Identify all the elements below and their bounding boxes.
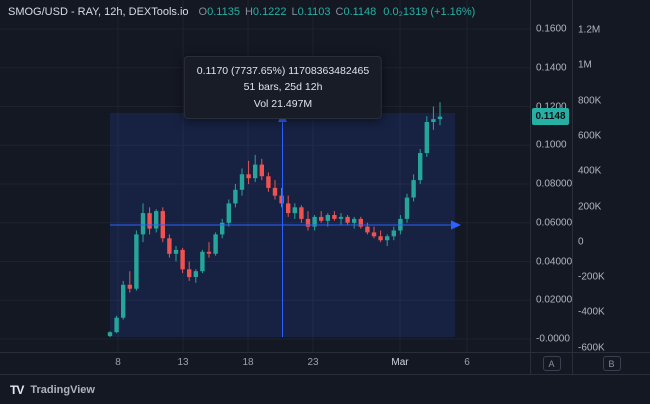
high-value: 0.1222 bbox=[252, 6, 287, 18]
measure-volume: Vol 21.497M bbox=[253, 97, 313, 110]
price-tick: 0.1600 bbox=[536, 23, 567, 35]
time-axis[interactable]: 8 13 18 23 Mar 6 bbox=[0, 353, 531, 374]
time-tick: 6 bbox=[464, 357, 470, 368]
price-tick: 0.06000 bbox=[536, 217, 573, 229]
time-axis-row: 8 13 18 23 Mar 6 A B bbox=[0, 352, 650, 374]
low-label: L bbox=[291, 6, 298, 18]
volume-tick: -600K bbox=[578, 342, 605, 354]
price-tick: 0.1200 bbox=[536, 101, 567, 112]
price-scale[interactable]: 0.1148 0.1600 0.1400 0.1200 0.1000 0.08000 0.… bbox=[531, 0, 573, 352]
volume-tick: 200K bbox=[578, 201, 602, 212]
time-tick: 18 bbox=[242, 357, 254, 368]
chart-legend: SMOG/USD - RAY, 12h, DEXTools.io O0.1135 H… bbox=[8, 6, 475, 18]
price-tick: 0.1400 bbox=[536, 62, 567, 74]
measure-price-change: 0.1170 (7737.65%) 11708363482465 bbox=[196, 65, 370, 77]
change-value: 0.0₂1319 (+1.16%) bbox=[383, 6, 476, 18]
scale-b-button[interactable]: B bbox=[602, 356, 621, 371]
low-value: 0.1103 bbox=[297, 6, 331, 18]
high-label: H bbox=[244, 6, 253, 18]
scale-a-button[interactable]: A bbox=[542, 356, 561, 371]
candlestick-chart[interactable] bbox=[0, 0, 530, 352]
volume-tick: 0 bbox=[578, 236, 584, 248]
volume-scale[interactable]: 1.2M 1M 800K 600K 400K 200K 0 -200K -400K -600K bbox=[573, 0, 650, 354]
chart-pane[interactable]: SMOG/USD - RAY, 12h, DEXTools.io O0.1135 H… bbox=[0, 0, 531, 352]
volume-tick: 1.2M bbox=[578, 24, 601, 36]
time-tick: 8 bbox=[115, 357, 121, 368]
price-tick: -0.0000 bbox=[536, 333, 570, 345]
open-label: O bbox=[198, 6, 208, 18]
time-tick: 13 bbox=[177, 357, 189, 368]
price-tick: 0.1000 bbox=[536, 139, 567, 151]
price-tick: 0.02000 bbox=[536, 294, 573, 306]
measure-bars-duration: 51 bars, 25d 12h bbox=[243, 81, 323, 94]
close-value: 0.1148 bbox=[343, 6, 377, 18]
volume-tick: 600K bbox=[578, 130, 602, 142]
measure-tooltip: 0.1170 (7737.65%) 11708363482465 51 bars… bbox=[183, 56, 383, 119]
volume-tick: 800K bbox=[578, 95, 602, 107]
time-tick: 23 bbox=[307, 357, 319, 368]
volume-tick: -200K bbox=[578, 271, 605, 283]
symbol-title[interactable]: SMOG/USD - RAY, 12h, DEXTools.io bbox=[8, 6, 189, 18]
footer-bar: TV TradingView bbox=[0, 374, 650, 404]
open-value: 0.1135 bbox=[207, 6, 240, 18]
chart-row: SMOG/USD - RAY, 12h, DEXTools.io O0.1135 H… bbox=[0, 0, 650, 354]
volume-tick: -400K bbox=[578, 306, 605, 318]
volume-tick: 400K bbox=[578, 165, 602, 177]
price-tick: 0.04000 bbox=[536, 256, 573, 267]
tradingview-logo-icon[interactable]: TV bbox=[10, 382, 24, 397]
last-price-label: 0.1148 bbox=[532, 108, 569, 126]
close-label: C bbox=[335, 6, 344, 18]
price-scale-corner: A bbox=[531, 353, 573, 374]
time-tick: Mar bbox=[391, 357, 409, 368]
price-tick: 0.08000 bbox=[536, 178, 573, 190]
tradingview-brand[interactable]: TradingView bbox=[30, 383, 95, 396]
volume-scale-corner: B bbox=[573, 353, 650, 374]
volume-tick: 1M bbox=[578, 59, 592, 71]
